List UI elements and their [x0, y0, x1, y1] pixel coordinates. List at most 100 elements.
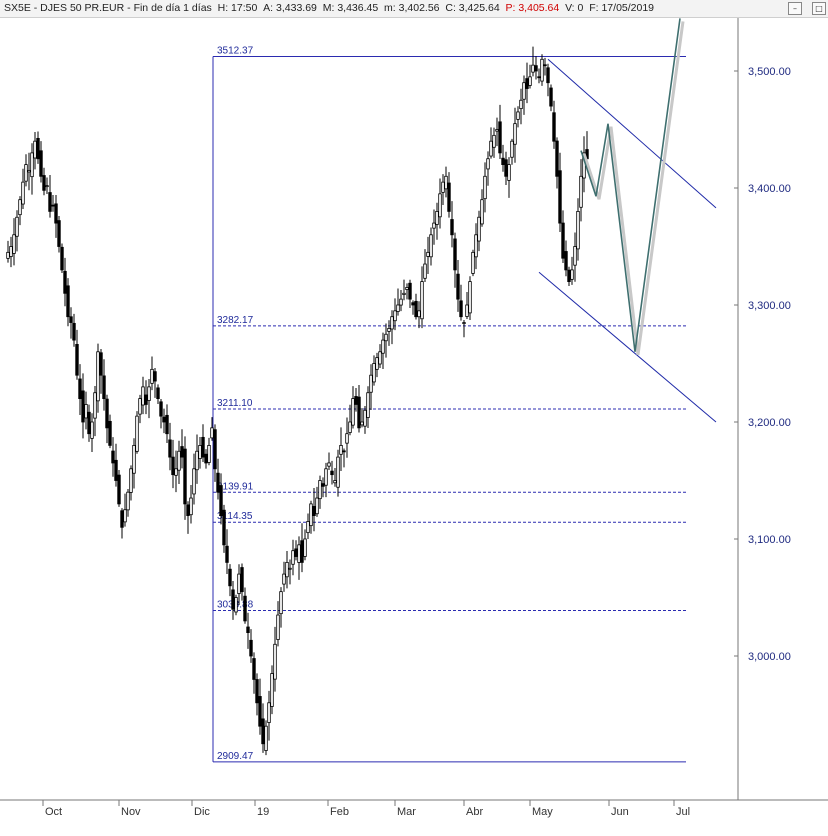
- candle-body: [213, 429, 217, 470]
- candle-body: [519, 99, 523, 110]
- candle-body: [411, 302, 415, 306]
- candle-body: [345, 433, 349, 444]
- candle-body: [99, 352, 103, 376]
- candle-body: [9, 246, 13, 257]
- candle-body: [117, 474, 121, 505]
- candle-body: [27, 170, 31, 173]
- candle-body: [72, 322, 76, 341]
- forecast-path-shadow: [582, 21, 685, 356]
- candle-body: [105, 398, 109, 429]
- candle-body: [543, 64, 547, 67]
- candle-body: [504, 159, 508, 177]
- x-tick-label: Jun: [611, 806, 629, 818]
- candle-body: [495, 129, 499, 132]
- y-tick-label: 3,300.00: [748, 300, 791, 312]
- candle-body: [336, 456, 340, 488]
- candle-body: [192, 468, 196, 495]
- candle-body: [405, 287, 409, 290]
- candle-body: [423, 263, 427, 279]
- candle-body: [204, 453, 208, 464]
- candle-body: [516, 111, 520, 120]
- candle-body: [342, 450, 346, 453]
- candle-body: [486, 158, 490, 170]
- candle-body: [456, 273, 460, 300]
- close-value: 3,425.64: [458, 2, 500, 14]
- fib-level-label: 3139.91: [217, 481, 254, 492]
- candle-body: [357, 396, 361, 429]
- candle-body: [258, 696, 262, 727]
- candle-body: [309, 503, 313, 527]
- candle-body: [288, 567, 292, 570]
- maximize-button[interactable]: □: [812, 2, 826, 15]
- candle-body: [102, 375, 106, 399]
- fib-level-label: 3114.35: [217, 511, 253, 522]
- candle-body: [75, 344, 79, 376]
- candle-body: [315, 497, 319, 515]
- candle-body: [480, 199, 484, 225]
- fib-level-label: 3282.17: [217, 315, 254, 326]
- candle-body: [18, 199, 22, 216]
- candle-body: [138, 398, 142, 415]
- candle-body: [561, 222, 565, 259]
- candle-body: [435, 210, 439, 225]
- high-value: 3,436.45: [337, 2, 379, 14]
- x-tick-label: Nov: [121, 806, 141, 818]
- candle-body: [228, 568, 232, 587]
- candle-body: [426, 251, 430, 257]
- last-value: 3,405.64: [518, 2, 560, 14]
- candle-body: [312, 506, 316, 516]
- candle-body: [570, 269, 574, 280]
- candle-body: [414, 300, 418, 318]
- candle-body: [45, 185, 49, 188]
- title-bar: SX5E - DJES 50 PR.EUR - Fin de día 1 día…: [0, 0, 828, 18]
- candle-body: [162, 416, 166, 423]
- candle-body: [159, 401, 163, 417]
- candle-body: [48, 192, 52, 212]
- candle-body: [378, 351, 382, 365]
- date-value: 17/05/2019: [601, 2, 655, 14]
- candle-body: [528, 76, 532, 86]
- candle-body: [279, 591, 283, 615]
- candle-body: [120, 510, 124, 528]
- candle-body: [552, 112, 556, 142]
- candle-body: [348, 421, 352, 433]
- fib-level-label: 2909.47: [217, 751, 254, 762]
- candle-body: [522, 82, 526, 100]
- symbol-name: SX5E - DJES 50 PR.EUR: [4, 2, 125, 14]
- period-label: Fin de día 1 días: [133, 2, 212, 14]
- candle-body: [90, 421, 94, 439]
- candle-body: [237, 573, 241, 594]
- candle-body: [576, 210, 580, 250]
- low-label: m:: [384, 2, 396, 14]
- time-value: 17:50: [231, 2, 258, 14]
- candle-body: [6, 251, 10, 259]
- candle-body: [225, 545, 229, 563]
- candle-body: [255, 679, 259, 704]
- volume-label: V:: [565, 2, 575, 14]
- y-tick-label: 3,400.00: [748, 183, 791, 195]
- candle-body: [375, 357, 379, 370]
- candle-body: [234, 597, 238, 613]
- candle-body: [498, 121, 502, 154]
- candle-body: [261, 718, 265, 745]
- candle-body: [141, 386, 145, 406]
- candle-body: [321, 483, 325, 487]
- candle-body: [36, 137, 40, 160]
- candle-body: [417, 310, 421, 318]
- minimize-button[interactable]: –: [788, 2, 802, 15]
- candle-body: [186, 504, 190, 517]
- candle-body: [351, 398, 355, 426]
- candle-body: [501, 157, 505, 165]
- candle-body: [210, 427, 214, 439]
- candle-body: [171, 456, 175, 476]
- candle-body: [513, 123, 517, 145]
- channel-line: [547, 58, 717, 209]
- last-label: P:: [505, 2, 516, 14]
- x-tick-label: Abr: [466, 806, 483, 818]
- candle-body: [126, 491, 130, 511]
- candle-body: [42, 175, 46, 191]
- candle-body: [363, 409, 367, 427]
- x-tick-label: Jul: [676, 806, 690, 818]
- candle-body: [264, 725, 268, 751]
- candle-body: [84, 404, 88, 419]
